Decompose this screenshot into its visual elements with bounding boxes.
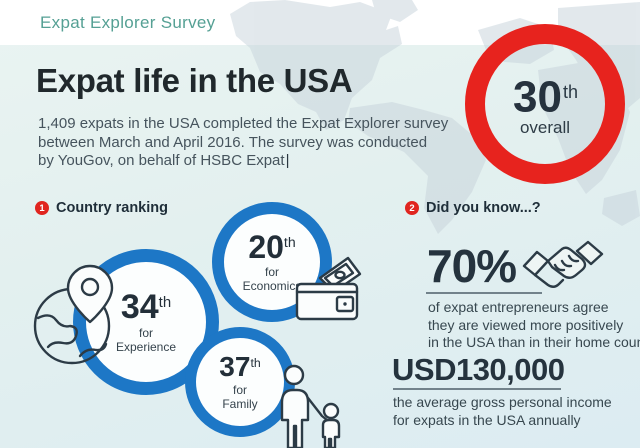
- section-number-badge: 1: [35, 201, 49, 215]
- stat-entrepreneurs-value: 70%: [427, 240, 517, 292]
- caption-line: the average gross personal income: [393, 394, 612, 410]
- caption-line: in the USA than in their home country: [428, 334, 640, 350]
- rank-caption: for Family: [222, 383, 258, 411]
- stat-income-caption: the average gross personal income for ex…: [393, 394, 612, 429]
- stat-underline: [393, 388, 561, 390]
- rank-circle-family: 37th for Family: [185, 327, 295, 437]
- rank-number: 34th: [121, 290, 171, 324]
- rank-number: 37th: [219, 353, 260, 381]
- paragraph-line: 1,409 expats in the USA completed the Ex…: [38, 115, 449, 132]
- rank-caption: for Economics: [242, 265, 302, 293]
- globe-pin-icon: [33, 264, 114, 365]
- stat-entrepreneurs-caption: of expat entrepreneurs agree they are vi…: [428, 299, 640, 352]
- paragraph-line: by YouGov, on behalf of HSBC Expat|: [38, 152, 448, 171]
- rank-caption-line: Economics: [242, 278, 302, 293]
- caption-line: they are viewed more positively: [428, 316, 624, 333]
- overall-rank-label: overall: [519, 118, 571, 138]
- section-country-ranking-header: 1 Country ranking: [35, 200, 168, 216]
- wallet-icon: [295, 256, 362, 321]
- overall-rank-badge: 30th overall: [465, 24, 625, 184]
- section-did-you-know-header: 2 Did you know...?: [405, 200, 541, 216]
- rank-value: 37: [219, 351, 251, 382]
- family-icon: [280, 364, 341, 448]
- rank-ordinal: th: [250, 355, 261, 370]
- paragraph-line-text: by YouGov, on behalf of HSBC Expat: [38, 152, 285, 169]
- overall-rank-value: 30: [513, 72, 562, 122]
- rank-value: 34: [120, 288, 159, 326]
- hero-paragraph: 1,409 expats in the USA completed the Ex…: [38, 115, 448, 171]
- rank-caption-line: Experience: [115, 339, 177, 354]
- rank-value: 20: [248, 229, 284, 265]
- overall-rank-number: 30th: [513, 70, 578, 122]
- rank-caption-line: Family: [222, 396, 258, 411]
- section-title: Country ranking: [56, 200, 168, 216]
- text-caret: |: [285, 152, 290, 169]
- rank-caption-line: for: [138, 326, 153, 340]
- hero-title: Expat life in the USA: [36, 62, 353, 99]
- rank-number: 20th: [248, 231, 295, 263]
- section-number-badge: 2: [405, 201, 419, 215]
- overall-rank-ordinal: th: [562, 81, 578, 102]
- stat-income-value: USD130,000: [392, 352, 565, 387]
- rank-caption-line: for: [264, 265, 279, 279]
- rank-caption: for Experience: [115, 326, 177, 354]
- paragraph-line: between March and April 2016. The survey…: [38, 133, 428, 151]
- rank-ordinal: th: [283, 234, 296, 251]
- handshake-icon: [522, 240, 604, 288]
- stat-underline: [426, 292, 542, 294]
- rank-caption-line: for: [232, 383, 247, 397]
- caption-line: for expats in the USA annually: [393, 411, 581, 428]
- rank-ordinal: th: [158, 293, 172, 311]
- section-title: Did you know...?: [426, 200, 541, 216]
- caption-line: of expat entrepreneurs agree: [428, 299, 609, 315]
- page-title: Expat Explorer Survey: [40, 13, 216, 32]
